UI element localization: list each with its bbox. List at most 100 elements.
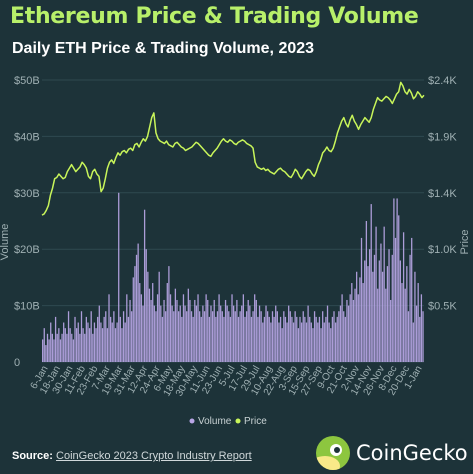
left-tick-label: $30B bbox=[14, 188, 40, 200]
volume-bar bbox=[386, 266, 389, 362]
volume-bar bbox=[341, 294, 343, 362]
volume-bar bbox=[234, 311, 236, 362]
volume-bar bbox=[417, 283, 419, 362]
volume-bar bbox=[202, 305, 204, 362]
volume-bar bbox=[328, 322, 330, 362]
volume-bar bbox=[208, 316, 211, 362]
volume-bar bbox=[101, 328, 104, 362]
volume-bar bbox=[223, 316, 225, 362]
volume-bar bbox=[119, 316, 121, 362]
volume-bar bbox=[354, 288, 356, 362]
volume-bar bbox=[56, 333, 58, 362]
volume-bar bbox=[357, 294, 359, 362]
chart-subtitle: Daily ETH Price & Trading Volume, 2023 bbox=[12, 40, 315, 57]
volume-bar bbox=[291, 316, 293, 362]
volume-bar bbox=[370, 204, 372, 362]
volume-bar bbox=[401, 283, 403, 362]
volume-bar bbox=[394, 237, 397, 362]
right-axis: $0.5K $1.0K $1.4K $1.9K $2.4K Price bbox=[428, 75, 471, 313]
brand-logo: CoinGecko bbox=[316, 436, 468, 470]
volume-bar bbox=[137, 243, 139, 362]
volume-bar bbox=[409, 254, 411, 362]
volume-bar bbox=[210, 305, 212, 362]
volume-bar bbox=[205, 294, 207, 362]
volume-bar bbox=[260, 311, 262, 362]
volume-bar bbox=[406, 266, 408, 362]
volume-bar bbox=[88, 328, 91, 362]
volume-bar bbox=[415, 305, 418, 362]
volume-bar bbox=[189, 299, 191, 362]
volume-bar bbox=[399, 260, 402, 362]
volume-bar bbox=[61, 333, 63, 362]
volume-bar bbox=[140, 294, 143, 362]
left-axis: 0 $10B $20B $30B $40B $50B Volume bbox=[0, 75, 40, 369]
legend-swatch bbox=[189, 418, 195, 424]
volume-bar bbox=[116, 322, 118, 362]
volume-bar bbox=[132, 277, 134, 362]
volume-bar bbox=[111, 322, 113, 362]
volume-bar bbox=[42, 339, 44, 362]
volume-bar bbox=[310, 322, 312, 362]
volume-bar bbox=[46, 333, 49, 362]
volume-bar bbox=[218, 294, 220, 362]
volume-bar bbox=[317, 322, 319, 362]
volume-bar bbox=[368, 249, 371, 362]
volume-bar bbox=[284, 316, 287, 362]
volume-bar bbox=[121, 328, 123, 362]
volume-bar bbox=[64, 328, 66, 362]
volume-bar bbox=[307, 305, 309, 362]
volume-bar bbox=[93, 322, 96, 362]
volume-bar bbox=[296, 316, 298, 362]
volume-bar bbox=[226, 305, 228, 362]
volume-bar bbox=[322, 311, 324, 362]
volume-bar bbox=[239, 311, 241, 362]
volume-bar bbox=[82, 328, 84, 362]
volume-bar bbox=[142, 305, 144, 362]
left-tick-label: $40B bbox=[14, 131, 40, 143]
volume-bar bbox=[299, 316, 301, 362]
volume-bar bbox=[158, 271, 160, 362]
volume-bar bbox=[114, 328, 117, 362]
volume-bar bbox=[338, 311, 340, 362]
right-axis-label: Price bbox=[459, 229, 471, 254]
volume-bar bbox=[59, 339, 62, 362]
volume-bar bbox=[179, 305, 181, 362]
volume-bar bbox=[224, 299, 227, 362]
volume-bar bbox=[187, 288, 189, 362]
volume-bar bbox=[66, 333, 68, 362]
left-tick-label: 0 bbox=[14, 357, 20, 369]
volume-bar bbox=[388, 249, 390, 362]
legend-label: Price bbox=[244, 416, 267, 427]
volume-bar bbox=[231, 294, 233, 362]
volume-bar bbox=[153, 305, 155, 362]
volume-bar bbox=[109, 316, 112, 362]
volume-bar bbox=[385, 288, 387, 362]
right-tick-label: $0.5K bbox=[428, 301, 457, 313]
volume-bar bbox=[126, 294, 128, 362]
volume-bar bbox=[346, 299, 348, 362]
volume-bar bbox=[67, 311, 70, 362]
volume-bar bbox=[242, 294, 244, 362]
volume-bar bbox=[300, 322, 303, 362]
volume-bar bbox=[143, 209, 146, 362]
volume-bar bbox=[98, 305, 100, 362]
volume-bar bbox=[330, 328, 332, 362]
volume-bar bbox=[283, 311, 285, 362]
source-link[interactable]: CoinGecko 2023 Crypto Industry Report bbox=[56, 450, 252, 462]
volume-bar bbox=[186, 311, 188, 362]
volume-bar bbox=[313, 311, 316, 362]
volume-bar bbox=[69, 328, 71, 362]
volume-bar bbox=[174, 288, 177, 362]
volume-bar bbox=[92, 333, 94, 362]
volume-bar bbox=[199, 311, 201, 362]
volume-bar bbox=[398, 215, 400, 362]
volume-bar bbox=[362, 283, 364, 362]
x-axis: 6-Jan18-Jan30-Jan11-Feb23-Feb7-Mar19-Mar… bbox=[29, 363, 425, 398]
volume-bar bbox=[263, 316, 266, 362]
volume-bar bbox=[236, 299, 238, 362]
volume-bar bbox=[255, 299, 257, 362]
volume-bar bbox=[375, 226, 377, 362]
volume-bar bbox=[131, 311, 133, 362]
volume-bar bbox=[391, 254, 393, 362]
volume-bar bbox=[71, 333, 73, 362]
